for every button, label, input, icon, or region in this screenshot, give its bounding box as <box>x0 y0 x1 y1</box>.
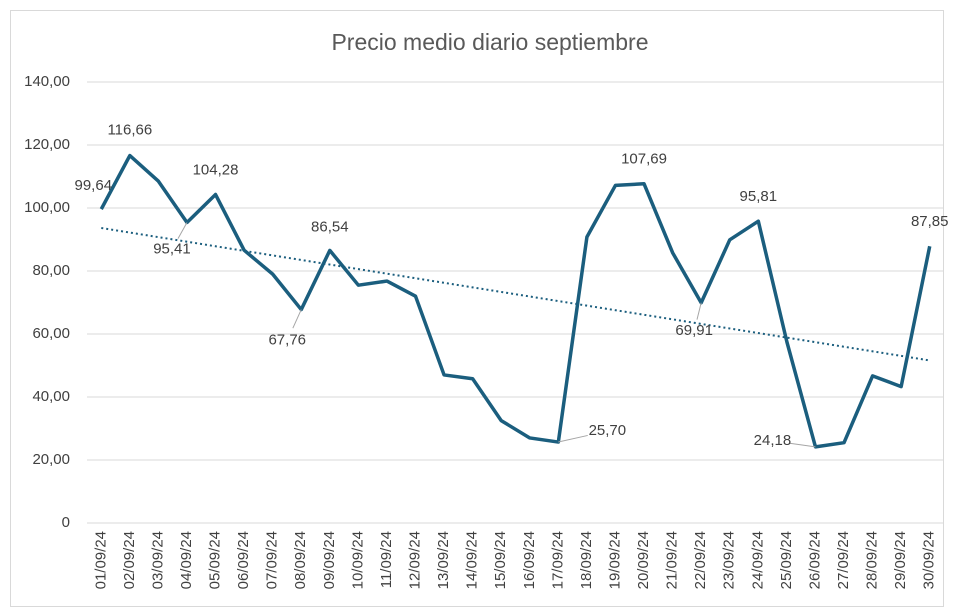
leader-line <box>696 302 702 320</box>
x-tick-label: 19/09/24 <box>606 531 623 589</box>
data-label: 87,85 <box>911 213 949 230</box>
y-tick-label: 80,00 <box>32 262 70 279</box>
data-label: 107,69 <box>621 151 667 168</box>
leader-line <box>789 442 816 448</box>
y-tick-label: 120,00 <box>24 136 70 153</box>
y-tick-label: 140,00 <box>24 73 70 90</box>
line-series <box>99 153 932 449</box>
data-label: 67,76 <box>268 332 306 349</box>
x-tick-label: 09/09/24 <box>321 531 338 589</box>
y-tick-label: 60,00 <box>32 325 70 342</box>
x-tick-label: 02/09/24 <box>121 531 138 589</box>
data-label: 69,91 <box>675 322 713 339</box>
x-tick-label: 15/09/24 <box>492 531 509 589</box>
x-tick-label: 29/09/24 <box>892 531 909 589</box>
y-tick-label: 0 <box>62 514 70 531</box>
y-tick-label: 40,00 <box>32 388 70 405</box>
data-label: 95,41 <box>153 240 191 257</box>
x-tick-label: 26/09/24 <box>806 531 823 589</box>
x-tick-label: 16/09/24 <box>521 531 538 589</box>
chart-title: Precio medio diario septiembre <box>331 29 648 55</box>
data-label: 95,81 <box>740 188 778 205</box>
leader-line <box>177 222 188 239</box>
data-label: 99,64 <box>75 177 113 194</box>
x-tick-label: 07/09/24 <box>264 531 281 589</box>
x-tick-label: 21/09/24 <box>664 531 681 589</box>
x-tick-label: 10/09/24 <box>349 531 366 589</box>
x-tick-label: 11/09/24 <box>378 531 395 588</box>
x-tick-label: 27/09/24 <box>835 531 852 589</box>
chart-border <box>10 10 944 607</box>
x-tick-label: 22/09/24 <box>692 531 709 589</box>
leader-line <box>558 434 588 443</box>
x-tick-label: 05/09/24 <box>207 531 224 589</box>
x-tick-label: 23/09/24 <box>721 531 738 589</box>
x-tick-label: 12/09/24 <box>406 531 423 589</box>
leader-line <box>292 309 302 329</box>
y-tick-label: 20,00 <box>32 451 70 468</box>
x-tick-label: 06/09/24 <box>235 531 252 589</box>
x-tick-label: 01/09/24 <box>92 531 109 589</box>
x-tick-label: 04/09/24 <box>178 531 195 589</box>
y-tick-label: 100,00 <box>24 199 70 216</box>
data-label: 25,70 <box>589 422 627 439</box>
x-tick-label: 17/09/24 <box>549 531 566 589</box>
data-label: 24,18 <box>754 432 792 449</box>
data-label: 86,54 <box>311 218 349 235</box>
x-tick-label: 30/09/24 <box>921 531 938 589</box>
x-tick-label: 18/09/24 <box>578 531 595 589</box>
x-tick-label: 14/09/24 <box>464 531 481 589</box>
x-tick-label: 28/09/24 <box>864 531 881 589</box>
data-label: 104,28 <box>193 161 239 178</box>
data-label: 116,66 <box>107 121 152 138</box>
x-tick-label: 25/09/24 <box>778 531 795 589</box>
x-tick-label: 24/09/24 <box>749 531 766 589</box>
x-tick-label: 03/09/24 <box>149 531 166 589</box>
x-tick-label: 20/09/24 <box>635 531 652 589</box>
x-tick-label: 08/09/24 <box>292 531 309 589</box>
x-tick-label: 13/09/24 <box>435 531 452 589</box>
